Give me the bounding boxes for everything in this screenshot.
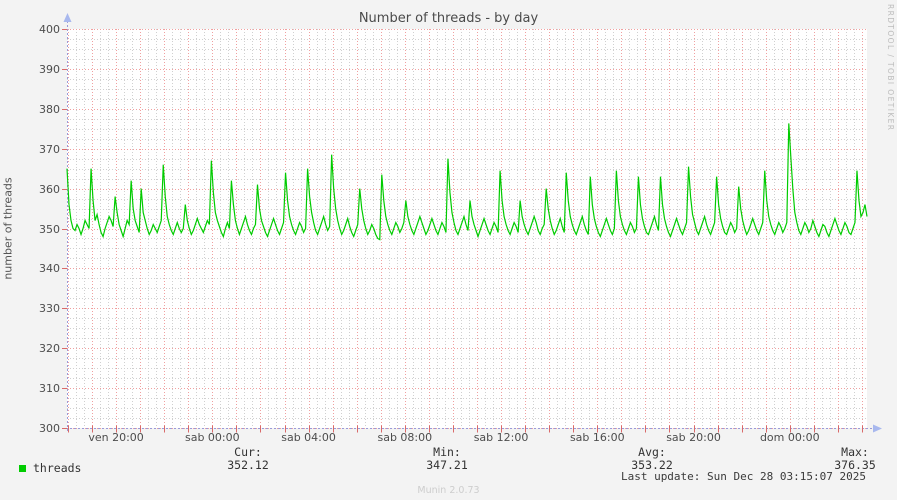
y-tick-label: 330 [39, 302, 60, 316]
stat-label: Cur: [234, 445, 262, 459]
threads-series-line [66, 123, 868, 241]
y-tick-label: 310 [39, 382, 60, 396]
y-tick-label: 350 [39, 222, 60, 236]
stat-value: 347.21 [426, 458, 468, 472]
stat-column-avg: Avg: 353.22 [597, 446, 707, 472]
stat-value: 353.22 [631, 458, 673, 472]
stat-label: Avg: [638, 445, 666, 459]
x-axis-arrow-icon [873, 424, 882, 433]
y-tick-label: 320 [39, 342, 60, 356]
stat-label: Max: [841, 445, 869, 459]
stat-label: Min: [433, 445, 461, 459]
y-tick-label: 360 [39, 182, 60, 196]
y-tick-label: 300 [39, 422, 60, 435]
munin-version-text: Munin 2.0.73 [417, 485, 480, 496]
x-tick-label: dom 00:00 [759, 431, 820, 444]
x-tick-label: sab 20:00 [666, 431, 721, 444]
y-tick-label: 400 [39, 23, 60, 36]
x-tick-label: sab 08:00 [377, 431, 433, 444]
x-tick-label: sab 04:00 [281, 431, 336, 444]
y-tick-label: 370 [39, 142, 60, 156]
y-tick-label: 390 [39, 62, 60, 76]
x-tick-label: ven 20:00 [88, 431, 144, 444]
legend-row: threads [19, 461, 82, 475]
y-axis-arrow-icon [63, 13, 72, 22]
y-tick-label: 340 [39, 262, 60, 276]
stat-value: 376.35 [834, 458, 876, 472]
threads-legend-label: threads [33, 461, 82, 475]
x-tick-label: sab 12:00 [473, 431, 529, 444]
stat-column-cur: Cur: 352.12 [193, 446, 303, 472]
rrdtool-watermark: RRDTOOL / TOBI OETIKER [886, 4, 895, 132]
stat-value: 352.12 [227, 458, 269, 472]
threads-legend-swatch [19, 464, 26, 472]
x-tick-label: sab 00:00 [184, 431, 240, 444]
x-tick-label: sab 16:00 [569, 431, 625, 444]
stat-column-min: Min: 347.21 [392, 446, 502, 472]
chart-title: Number of threads - by day [358, 11, 539, 26]
y-tick-label: 380 [39, 102, 60, 116]
last-update-text: Last update: Sun Dec 28 03:15:07 2025 [620, 470, 866, 483]
stat-column-max: Max: 376.35 [800, 446, 897, 472]
